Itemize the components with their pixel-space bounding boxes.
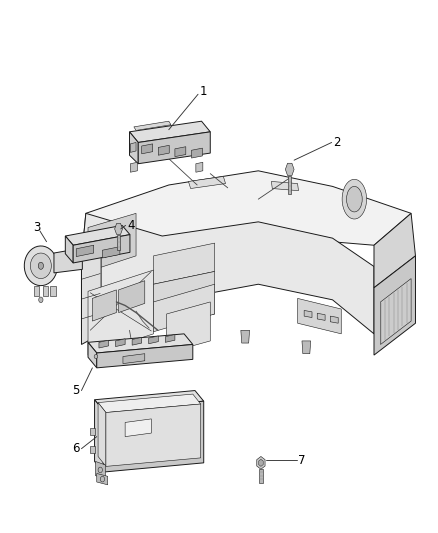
Polygon shape — [95, 400, 103, 472]
Polygon shape — [153, 243, 215, 284]
Polygon shape — [123, 354, 145, 364]
Polygon shape — [272, 181, 298, 191]
Polygon shape — [117, 235, 120, 250]
Polygon shape — [103, 401, 204, 472]
Polygon shape — [106, 404, 201, 466]
Polygon shape — [191, 148, 202, 158]
Polygon shape — [65, 225, 130, 245]
Polygon shape — [97, 473, 108, 485]
Polygon shape — [132, 337, 142, 345]
Polygon shape — [99, 340, 109, 348]
Polygon shape — [304, 310, 312, 318]
Polygon shape — [92, 290, 117, 321]
Polygon shape — [119, 281, 145, 312]
Text: 4: 4 — [127, 219, 134, 232]
Circle shape — [346, 187, 362, 212]
Text: 2: 2 — [333, 136, 341, 149]
Polygon shape — [30, 253, 51, 279]
Polygon shape — [257, 456, 265, 469]
Polygon shape — [54, 248, 82, 273]
Polygon shape — [297, 298, 341, 334]
Polygon shape — [317, 313, 325, 320]
Polygon shape — [175, 147, 186, 157]
Polygon shape — [88, 342, 97, 368]
Polygon shape — [134, 121, 171, 131]
Polygon shape — [196, 163, 203, 172]
Polygon shape — [95, 462, 106, 479]
Polygon shape — [130, 121, 210, 142]
Polygon shape — [286, 163, 294, 175]
Polygon shape — [42, 286, 48, 296]
Polygon shape — [115, 223, 123, 235]
Polygon shape — [65, 236, 73, 263]
Polygon shape — [25, 246, 57, 286]
Polygon shape — [76, 245, 94, 256]
Polygon shape — [88, 213, 136, 271]
Text: 7: 7 — [298, 454, 306, 466]
Polygon shape — [116, 339, 125, 346]
Polygon shape — [259, 459, 263, 466]
Polygon shape — [73, 235, 130, 263]
Polygon shape — [288, 176, 291, 194]
Polygon shape — [98, 394, 201, 413]
Polygon shape — [98, 467, 102, 473]
Polygon shape — [97, 344, 193, 368]
Polygon shape — [95, 391, 204, 410]
Polygon shape — [153, 271, 215, 327]
Polygon shape — [138, 132, 210, 164]
Polygon shape — [165, 335, 175, 342]
Polygon shape — [180, 341, 188, 354]
Polygon shape — [125, 419, 151, 437]
Polygon shape — [94, 354, 98, 359]
Polygon shape — [374, 213, 416, 288]
Circle shape — [342, 179, 367, 219]
Polygon shape — [100, 477, 105, 482]
Polygon shape — [39, 297, 43, 303]
Polygon shape — [381, 279, 411, 344]
Polygon shape — [98, 402, 106, 466]
Polygon shape — [130, 132, 138, 164]
Polygon shape — [142, 144, 152, 154]
Polygon shape — [88, 270, 153, 355]
Polygon shape — [88, 334, 193, 353]
Polygon shape — [81, 249, 101, 344]
Polygon shape — [131, 142, 136, 152]
Polygon shape — [81, 213, 374, 334]
Polygon shape — [90, 446, 95, 453]
Polygon shape — [158, 146, 169, 155]
Polygon shape — [38, 262, 43, 269]
Polygon shape — [374, 256, 416, 355]
Polygon shape — [153, 284, 215, 332]
Text: 5: 5 — [73, 384, 80, 397]
Polygon shape — [166, 302, 210, 353]
Polygon shape — [50, 286, 56, 296]
Polygon shape — [34, 286, 39, 296]
Polygon shape — [188, 176, 226, 189]
Polygon shape — [302, 341, 311, 354]
Polygon shape — [131, 163, 138, 172]
Polygon shape — [330, 316, 338, 323]
Polygon shape — [241, 330, 250, 343]
Polygon shape — [90, 428, 95, 435]
Text: 3: 3 — [33, 221, 40, 234]
Polygon shape — [149, 336, 158, 344]
Text: 6: 6 — [72, 442, 80, 455]
Polygon shape — [102, 247, 120, 258]
Polygon shape — [81, 171, 411, 260]
Text: 1: 1 — [200, 85, 208, 98]
Polygon shape — [259, 469, 263, 483]
